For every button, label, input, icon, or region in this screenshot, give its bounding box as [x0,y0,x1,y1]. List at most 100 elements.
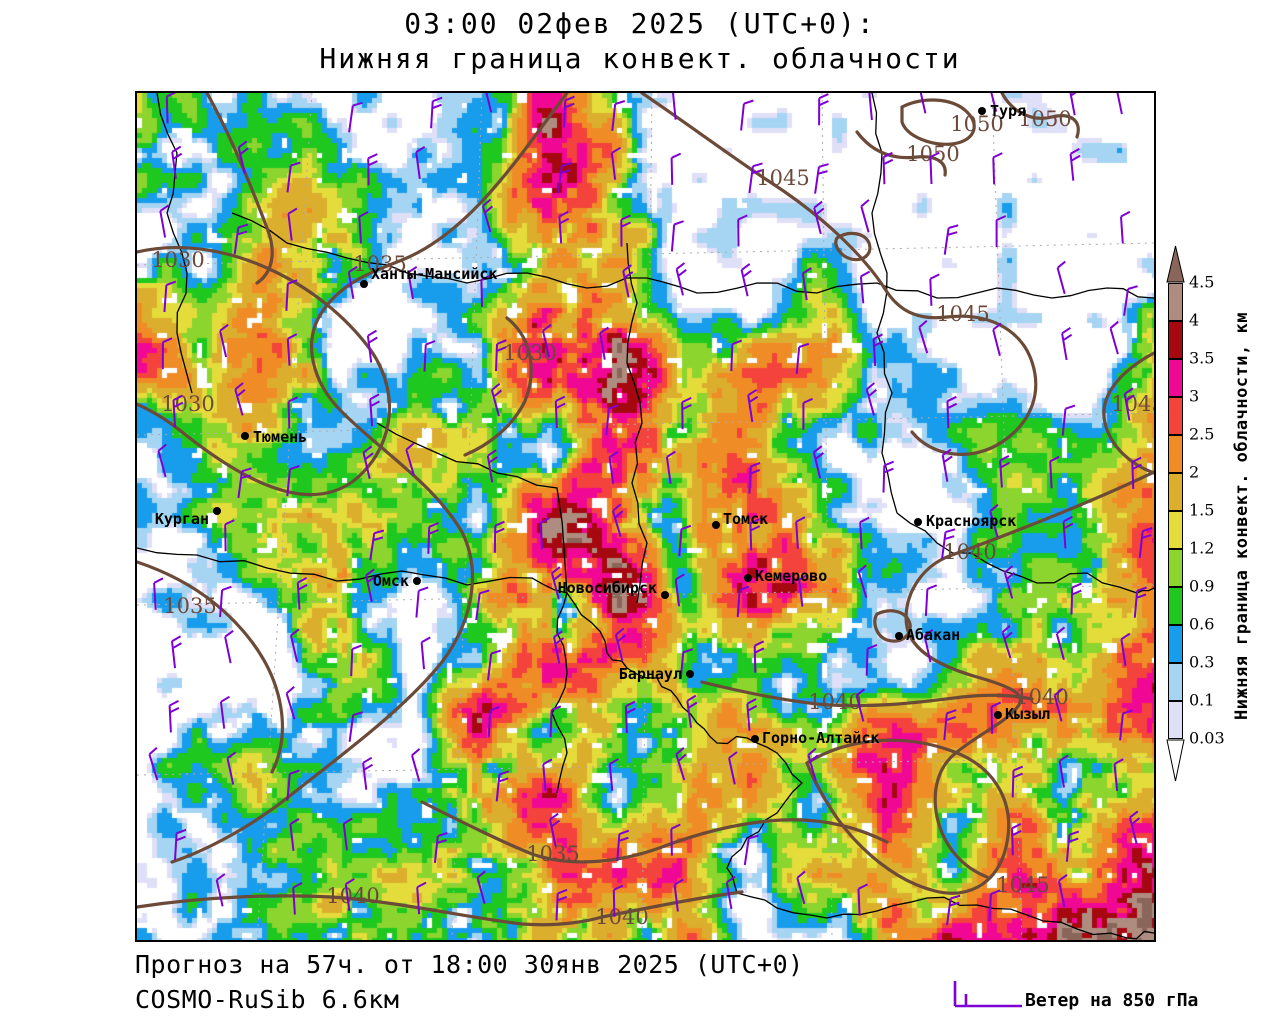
graticule-line [821,93,833,940]
isobar-label: 1040 [595,905,648,929]
city-label: Туря [990,102,1026,120]
colorbar-title: Нижняя граница конвект. облачности, км [1232,312,1252,720]
isobar-line [463,316,533,457]
isobar-label: 1050 [1018,107,1071,131]
city-dot [978,107,986,115]
legend-segment [1168,321,1183,359]
legend-tick-label: 1.2 [1189,538,1215,558]
legend-segment [1168,587,1183,625]
isobar-label: 1050 [906,142,959,166]
legend-segment [1168,435,1183,473]
city-label: Барнаул [619,665,682,683]
wind-barb-icon [953,981,1022,1008]
city-label: Новосибирск [558,579,657,597]
city-label: Тюмень [253,428,307,446]
legend-segment [1168,283,1183,321]
legend-segment [1168,511,1183,549]
isobar-label: 1040 [808,690,861,714]
city-label: Кызыл [1005,705,1050,723]
city-label: Красноярск [926,512,1016,530]
model-caption: COSMO-RuSib 6.6км [135,985,400,1014]
isobar-label: 1040 [943,540,996,564]
city-dot [413,577,421,585]
isobar-line [137,890,744,927]
legend-arrow-down [1166,739,1185,782]
isobar-label: 1045 [756,166,809,190]
map-title: 03:00 02фев 2025 (UTC+0): Нижняя граница… [0,6,1280,76]
legend-tick-label: 2 [1189,462,1200,482]
city-dot [213,507,221,515]
title-parameter: Нижняя граница конвект. облачности [319,42,961,75]
admin-border [871,93,898,514]
legend-tick-label: 3.5 [1189,348,1215,368]
isobar-label: 1040 [1015,685,1068,709]
isobar-line [1102,351,1154,475]
legend-tick-label: 3 [1189,386,1200,406]
city-dot [744,574,752,582]
legend-tick-label: 0.1 [1189,690,1215,710]
admin-border [551,592,568,794]
admin-border [137,547,1154,940]
city-label: Томск [723,510,768,528]
legend-segment [1168,549,1183,587]
legend-segment [1168,625,1183,663]
graticule-line [137,584,1154,606]
legend-segment [1168,359,1183,397]
isobar-line [137,560,284,774]
city-dot [914,518,922,526]
city-dot [241,432,249,440]
isobar-label: 1035 [353,252,406,276]
isobar-label: 1045 [996,873,1049,897]
city-dot [712,521,720,529]
city-label: Кемерово [755,567,827,585]
legend-tick-label: 1.5 [1189,500,1215,520]
isobar-line [805,738,1011,895]
isobar-line [873,609,912,643]
city-label: Курган [155,510,209,528]
legend-segment [1168,473,1183,511]
legend-tick-label: 2.5 [1189,424,1215,444]
city-dot [994,711,1002,719]
isobar-line [205,93,274,285]
isobar-line [170,93,569,864]
isobar-label: 1035 [163,594,216,618]
city-dot [895,632,903,640]
map-area: 1030 1035 1030 1030 1035 1045 1050 1050 1050 1045… [135,91,1156,942]
city-dot [686,670,694,678]
isobar-line [904,470,1154,879]
isobar-label: 1035 [526,842,579,866]
forecast-caption: Прогноз на 57ч. от 18:00 30янв 2025 (UTC… [135,950,804,979]
city-label: Ханты-Мансийск [371,265,497,283]
isobar-label: 1030 [161,392,214,416]
cloud-base-field-raster [137,93,1154,940]
admin-border [376,422,568,594]
graticule-line [137,756,1154,776]
title-datetime: 03:00 02фев 2025 (UTC+0): [404,7,876,40]
isobar-line [1000,93,1080,139]
legend-tick-label: 0.3 [1189,652,1215,672]
legend-segment [1168,397,1183,435]
graticule-line [137,412,1154,436]
isobar-line [700,680,1034,708]
legend-tick-label: 4 [1189,310,1200,330]
city-dot [360,280,368,288]
isobar-label: 1030 [151,248,204,272]
city-dot [661,591,669,599]
admin-border [626,242,648,604]
isobar-label: 1045 [936,302,989,326]
city-label: Горно-Алтайск [762,729,879,747]
legend-tick-label: 0.9 [1189,576,1215,596]
legend-tick-label: 4.5 [1189,272,1215,292]
city-dot [751,735,759,743]
isobar-label: 1050 [950,112,1003,136]
isobar-line [834,231,872,262]
legend-tick-label: 0.6 [1189,614,1215,634]
legend-arrow-up [1166,245,1185,283]
graticule-line [451,93,483,940]
isobar-line [420,800,889,864]
legend-segment [1168,663,1183,701]
graticule-line [641,93,653,940]
wind-barbs [148,93,1153,926]
city-label: Омск [373,572,409,590]
